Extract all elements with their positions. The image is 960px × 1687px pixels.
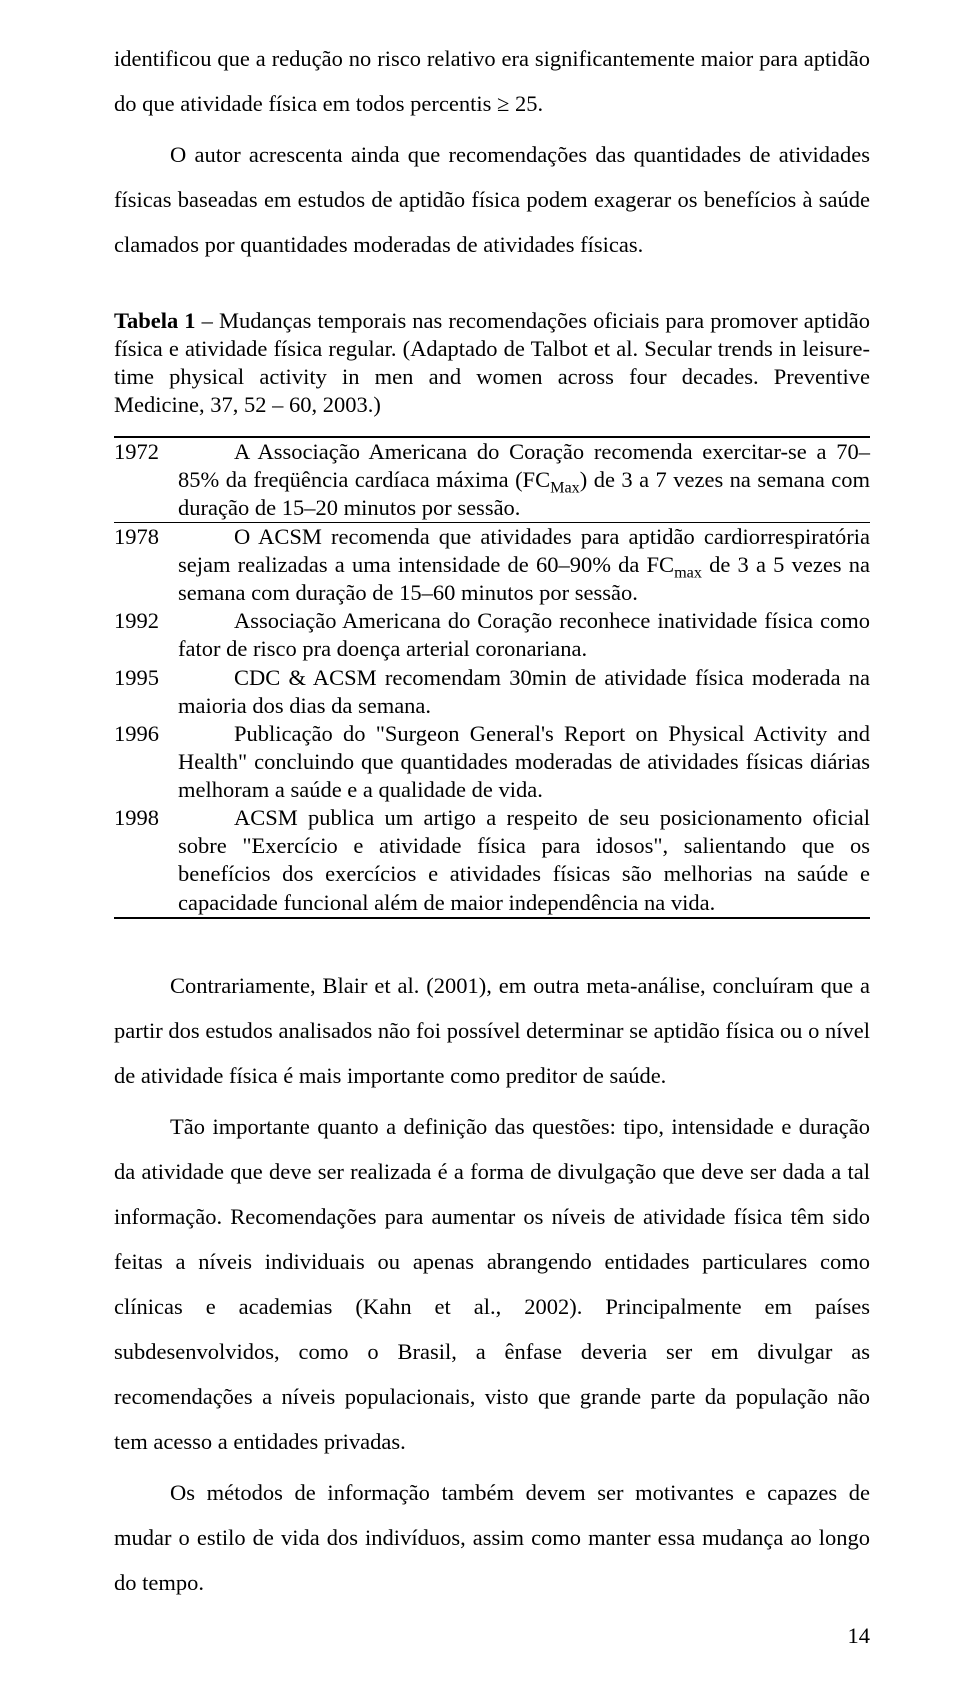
body-paragraph: Tão importante quanto a definição das qu… [114, 1104, 870, 1464]
table-row: 1978 O ACSM recomenda que atividades par… [114, 522, 870, 607]
table-label: Tabela 1 [114, 308, 196, 333]
lead-paragraph: identificou que a redução no risco relat… [114, 36, 870, 126]
desc-cell: ACSM publica um artigo a respeito de seu… [178, 804, 870, 918]
desc-cell: CDC & ACSM recomendam 30min de atividade… [178, 664, 870, 720]
year-cell: 1998 [114, 804, 178, 918]
row-text: Publicação do "Surgeon General's Report … [178, 720, 870, 804]
table-row: 1995 CDC & ACSM recomendam 30min de ativ… [114, 664, 870, 720]
table-row: 1996 Publicação do "Surgeon General's Re… [114, 720, 870, 804]
page-number: 14 [114, 1625, 870, 1648]
row-text: CDC & ACSM recomendam 30min de atividade… [178, 664, 870, 720]
body-paragraph: Contrariamente, Blair et al. (2001), em … [114, 963, 870, 1098]
row-text: ACSM publica um artigo a respeito de seu… [178, 804, 870, 917]
subscript: Max [550, 478, 580, 496]
year-cell: 1996 [114, 720, 178, 804]
table-caption: Tabela 1 – Mudanças temporais nas recome… [114, 307, 870, 420]
timeline-table: 1972 A Associação Americana do Coração r… [114, 436, 870, 919]
document-page: identificou que a redução no risco relat… [0, 0, 960, 1687]
desc-cell: A Associação Americana do Coração recome… [178, 437, 870, 523]
year-cell: 1978 [114, 522, 178, 607]
body-paragraph: O autor acrescenta ainda que recomendaçõ… [114, 132, 870, 267]
desc-cell: Publicação do "Surgeon General's Report … [178, 720, 870, 804]
year-cell: 1972 [114, 437, 178, 523]
table-row: 1972 A Associação Americana do Coração r… [114, 437, 870, 523]
table-row: 1998 ACSM publica um artigo a respeito d… [114, 804, 870, 918]
subscript: max [674, 564, 702, 582]
table-row: 1992 Associação Americana do Coração rec… [114, 607, 870, 663]
desc-cell: O ACSM recomenda que atividades para apt… [178, 522, 870, 607]
table-caption-text: – Mudanças temporais nas recomendações o… [114, 308, 870, 417]
body-paragraph: Os métodos de informação também devem se… [114, 1470, 870, 1605]
row-text: Associação Americana do Coração reconhec… [178, 607, 870, 663]
year-cell: 1995 [114, 664, 178, 720]
desc-cell: Associação Americana do Coração reconhec… [178, 607, 870, 663]
year-cell: 1992 [114, 607, 178, 663]
